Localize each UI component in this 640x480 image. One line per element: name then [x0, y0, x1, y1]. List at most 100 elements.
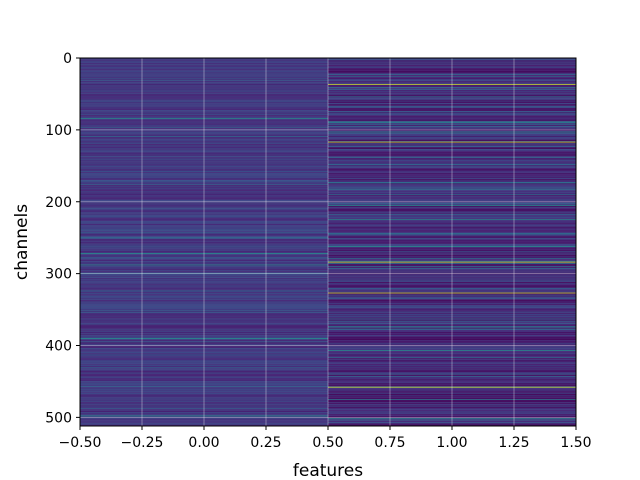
heatmap-cell	[328, 222, 576, 224]
heatmap-cell	[328, 388, 576, 391]
heatmap-cell	[328, 267, 576, 269]
heatmap-cell	[80, 281, 328, 283]
heatmap-cell	[80, 261, 328, 263]
heatmap-cell	[80, 256, 328, 258]
heatmap-cell	[80, 153, 328, 155]
heatmap-cell	[80, 345, 328, 347]
heatmap-cell	[328, 172, 576, 174]
heatmap-cell	[80, 294, 328, 296]
heatmap-cell	[328, 194, 576, 196]
heatmap-cell	[328, 64, 576, 66]
heatmap-cell	[328, 342, 576, 344]
heatmap-cell	[328, 416, 576, 418]
heatmap-cell	[328, 390, 576, 392]
heatmap-cell	[328, 107, 576, 109]
y-tick-label: 100	[45, 123, 72, 139]
heatmap-cell	[80, 216, 328, 218]
heatmap-cell	[80, 83, 328, 85]
heatmap-cell	[328, 317, 576, 319]
heatmap-cell	[80, 420, 328, 422]
heatmap-cell	[328, 64, 576, 66]
heatmap-cell	[80, 287, 328, 289]
heatmap-cell	[80, 317, 328, 319]
heatmap-cell	[80, 157, 328, 159]
heatmap-cell	[80, 243, 328, 245]
heatmap-cell	[80, 187, 328, 189]
heatmap-cell	[80, 282, 328, 284]
heatmap-cell	[328, 164, 576, 166]
heatmap-cell	[328, 372, 576, 374]
heatmap-cell	[328, 405, 576, 407]
heatmap-cell	[80, 59, 328, 61]
heatmap-cell	[328, 182, 576, 184]
heatmap-cell	[80, 335, 328, 337]
heatmap-cell	[328, 148, 576, 150]
heatmap-cell	[328, 235, 576, 237]
heatmap-cell	[80, 254, 328, 256]
heatmap-cell	[80, 118, 328, 120]
heatmap-cell	[328, 320, 576, 322]
heatmap-cell	[80, 390, 328, 392]
heatmap-cell	[80, 177, 328, 179]
heatmap-cell	[80, 358, 328, 360]
heatmap-cell	[80, 181, 328, 183]
heatmap-cell	[328, 377, 576, 379]
heatmap-cell	[328, 401, 576, 403]
heatmap-cell	[328, 347, 576, 349]
heatmap-cell	[80, 174, 328, 176]
heatmap-cell	[328, 210, 576, 212]
heatmap-cell	[328, 135, 576, 137]
heatmap-cell	[328, 66, 576, 68]
heatmap-cell	[328, 284, 576, 286]
heatmap-cell	[80, 378, 328, 380]
heatmap-cell	[328, 170, 576, 172]
heatmap-cell	[80, 69, 328, 71]
heatmap-cell	[328, 221, 576, 223]
heatmap-cell	[328, 253, 576, 255]
heatmap-cell	[328, 98, 576, 100]
heatmap-cell	[80, 372, 328, 374]
heatmap-cell	[80, 332, 328, 334]
heatmap-cell	[328, 252, 576, 254]
heatmap-cell	[328, 205, 576, 207]
heatmap-cell	[80, 228, 328, 230]
heatmap-cell	[328, 90, 576, 92]
heatmap-cell	[80, 379, 328, 381]
heatmap-cell	[80, 240, 328, 242]
heatmap-cell	[80, 316, 328, 318]
heatmap-cell	[328, 94, 576, 96]
heatmap-cell	[328, 308, 576, 310]
heatmap-cell	[80, 308, 328, 310]
heatmap-cell	[80, 300, 328, 302]
heatmap-cell	[328, 400, 576, 402]
heatmap-cell	[80, 218, 328, 220]
heatmap-cell	[328, 138, 576, 140]
heatmap-cell	[80, 406, 328, 408]
heatmap-cell	[328, 391, 576, 393]
heatmap-cell	[80, 367, 328, 369]
heatmap-cell	[328, 77, 576, 79]
heatmap-cell	[328, 289, 576, 291]
heatmap-cell	[80, 251, 328, 253]
heatmap-cell	[328, 73, 576, 75]
heatmap-cell	[328, 218, 576, 220]
heatmap-cell	[328, 165, 576, 167]
heatmap-cell	[80, 241, 328, 243]
heatmap-cell	[328, 180, 576, 182]
heatmap-cell	[328, 283, 576, 285]
heatmap-cell	[328, 179, 576, 181]
heatmap-cell	[80, 82, 328, 84]
heatmap-cell	[80, 146, 328, 148]
heatmap-cell	[328, 87, 576, 89]
heatmap-cell	[80, 408, 328, 410]
heatmap-cell	[80, 328, 328, 330]
heatmap-cell	[80, 321, 328, 323]
heatmap-cell	[328, 329, 576, 331]
heatmap-cell	[80, 354, 328, 356]
heatmap-cell	[80, 127, 328, 129]
heatmap-cell	[328, 192, 576, 194]
heatmap-cell	[328, 215, 576, 217]
heatmap-cell	[80, 348, 328, 350]
heatmap-cell	[80, 208, 328, 210]
heatmap-cell	[80, 353, 328, 355]
